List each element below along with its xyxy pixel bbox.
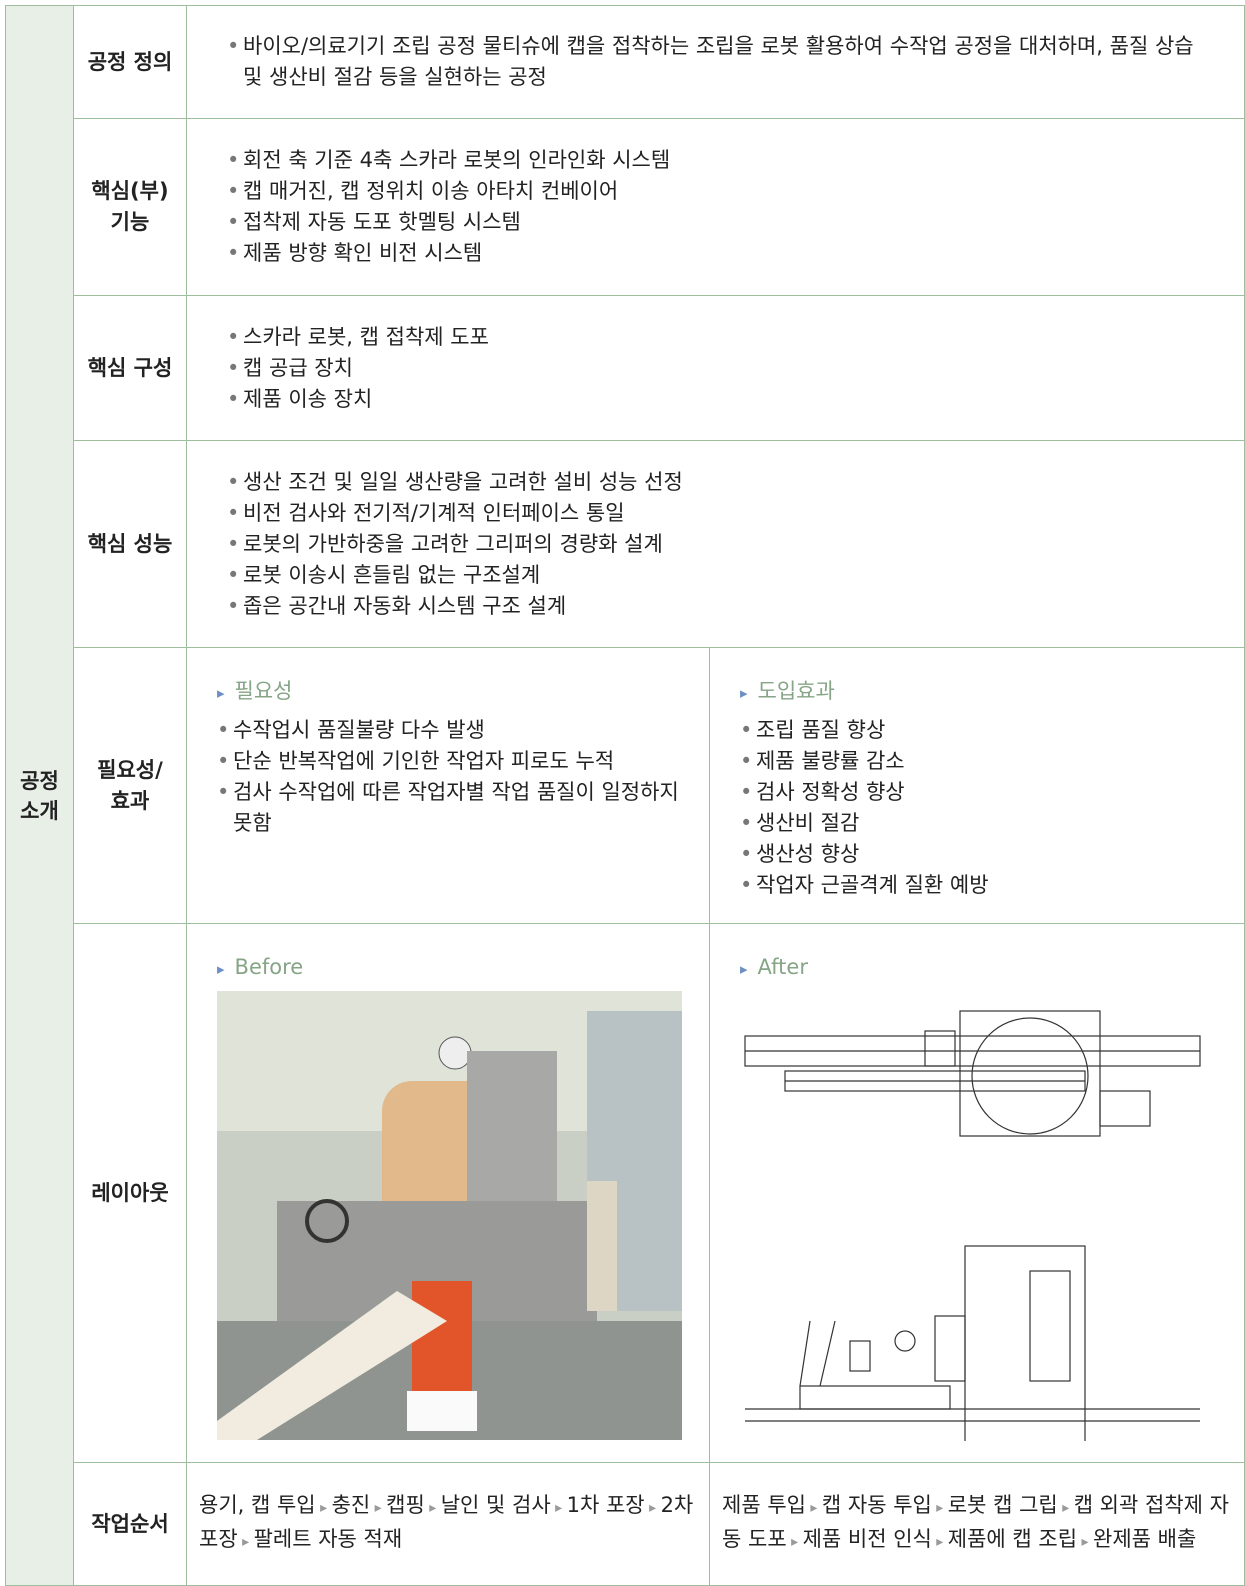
list-item: 회전 축 기준 4축 스카라 로봇의 인라인화 시스템 [227,145,1214,176]
step: 충진 [316,1493,371,1517]
list-item: 바이오/의료기기 조립 공정 물티슈에 캡을 접착하는 조립을 로봇 활용하여 … [227,31,1214,93]
label: 기능 [110,210,150,234]
row-label: 필요성/효과 [74,648,187,924]
heading: 도입효과 [740,676,1224,709]
list: 스카라 로봇, 캡 접착제 도포캡 공급 장치제품 이송 장치 [227,322,1214,415]
list-item: 스카라 로봇, 캡 접착제 도포 [227,322,1214,353]
list-item: 접착제 자동 도포 핫멜팅 시스템 [227,207,1214,238]
after-drawing [744,1010,1201,1441]
left-content: 용기, 캡 투입충진캡핑날인 및 검사1차 포장2차 포장팔레트 자동 적재 [187,1463,710,1586]
list: 바이오/의료기기 조립 공정 물티슈에 캡을 접착하는 조립을 로봇 활용하여 … [227,31,1214,93]
step: 제품에 캡 조립 [932,1527,1077,1551]
list-item: 검사 수작업에 따른 작업자별 작업 품질이 일정하지 못함 [217,777,689,839]
list-item: 제품 불량률 감소 [740,746,1224,777]
right-content: After [710,924,1245,1463]
list-item: 캡 공급 장치 [227,353,1214,384]
list-item: 로봇의 가반하중을 고려한 그리퍼의 경량화 설계 [227,529,1214,560]
list-item: 제품 이송 장치 [227,384,1214,415]
list-item: 생산비 절감 [740,808,1224,839]
row-label: 작업순서 [74,1463,187,1586]
list: 수작업시 품질불량 다수 발생단순 반복작업에 기인한 작업자 피로도 누적검사… [217,715,689,839]
step: 날인 및 검사 [425,1493,551,1517]
row-label: 레이아웃 [74,924,187,1463]
section-label: 공정 소개 [5,5,74,1586]
label: 필요성/ [97,757,163,782]
right-content: 제품 투입캡 자동 투입로봇 캡 그립캡 외곽 접착제 자동 도포제품 비전 인… [710,1463,1245,1586]
list-item: 좁은 공간내 자동화 시스템 구조 설계 [227,591,1214,622]
step: 용기, 캡 투입 [199,1493,316,1517]
label: 공정 정의 [87,49,173,74]
before-photo [217,991,682,1440]
heading: After [740,952,1224,985]
list-item: 로봇 이송시 흔들림 없는 구조설계 [227,560,1214,591]
row-label: 공정 정의 [74,5,187,119]
row-content: 생산 조건 및 일일 생산량을 고려한 설비 성능 선정비전 검사와 전기적/기… [187,441,1245,648]
row-label: 핵심 성능 [74,441,187,648]
list: 회전 축 기준 4축 스카라 로봇의 인라인화 시스템캡 매거진, 캡 정위치 … [227,145,1214,269]
left-content: 필요성수작업시 품질불량 다수 발생단순 반복작업에 기인한 작업자 피로도 누… [187,648,710,924]
steps: 제품 투입캡 자동 투입로봇 캡 그립캡 외곽 접착제 자동 도포제품 비전 인… [722,1490,1234,1558]
list-item: 작업자 근골격계 질환 예방 [740,870,1224,901]
step: 로봇 캡 그립 [932,1493,1058,1517]
step: 제품 투입 [722,1493,806,1517]
list: 조립 품질 향상제품 불량률 감소검사 정확성 향상생산비 절감생산성 향상작업… [740,715,1224,901]
list-item: 조립 품질 향상 [740,715,1224,746]
list-item: 캡 매거진, 캡 정위치 이송 아타치 컨베이어 [227,176,1214,207]
section-text: 공정 소개 [20,768,59,823]
step: 제품 비전 인식 [787,1527,932,1551]
steps: 용기, 캡 투입충진캡핑날인 및 검사1차 포장2차 포장팔레트 자동 적재 [199,1490,699,1558]
list: 생산 조건 및 일일 생산량을 고려한 설비 성능 선정비전 검사와 전기적/기… [227,467,1214,622]
list-item: 비전 검사와 전기적/기계적 인터페이스 통일 [227,498,1214,529]
row-content: 회전 축 기준 4축 스카라 로봇의 인라인화 시스템캡 매거진, 캡 정위치 … [187,119,1245,296]
row-label: 핵심 구성 [74,296,187,441]
heading: 필요성 [217,676,689,709]
step: 완제품 배출 [1077,1527,1196,1551]
step: 1차 포장 [551,1493,645,1517]
step: 캡 자동 투입 [806,1493,932,1517]
label: 효과 [110,788,150,813]
row-content: 바이오/의료기기 조립 공정 물티슈에 캡을 접착하는 조립을 로봇 활용하여 … [187,5,1245,119]
label: 핵심 구성 [87,355,173,380]
list-item: 생산성 향상 [740,839,1224,870]
label: 작업순서 [91,1511,169,1536]
row-content: 스카라 로봇, 캡 접착제 도포캡 공급 장치제품 이송 장치 [187,296,1245,441]
label: 레이아웃 [91,1180,169,1205]
list-item: 단순 반복작업에 기인한 작업자 피로도 누적 [217,746,689,777]
left-content: Before [187,924,710,1463]
step: 팔레트 자동 적재 [238,1527,403,1551]
row-label: 핵심(부) 기능 [74,119,187,296]
heading: Before [217,952,689,985]
label: 핵심 성능 [87,531,173,556]
right-content: 도입효과조립 품질 향상제품 불량률 감소검사 정확성 향상생산비 절감생산성 … [710,648,1245,924]
label: 핵심(부) [91,179,169,203]
step: 캡핑 [370,1493,425,1517]
list-item: 검사 정확성 향상 [740,777,1224,808]
list-item: 생산 조건 및 일일 생산량을 고려한 설비 성능 선정 [227,467,1214,498]
list-item: 수작업시 품질불량 다수 발생 [217,715,689,746]
list-item: 제품 방향 확인 비전 시스템 [227,238,1214,269]
